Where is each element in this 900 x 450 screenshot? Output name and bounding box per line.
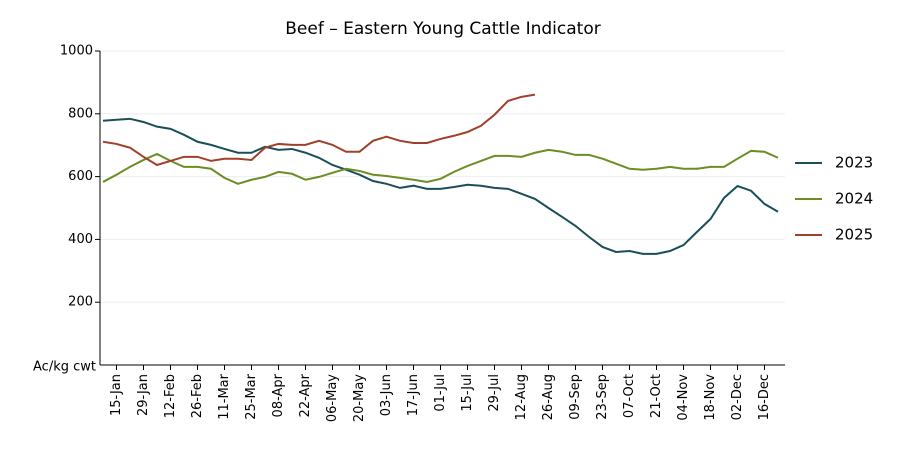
line-series: [102, 117, 779, 255]
x-tick-label: 06-May: [325, 374, 340, 422]
x-tick-label: 11-Mar: [217, 373, 232, 419]
x-tick-label: 25-Mar: [244, 373, 259, 419]
x-tick-label: 08-Apr: [271, 373, 286, 417]
x-tick-label: 23-Sep: [595, 374, 610, 420]
x-tick-label: 20-May: [352, 374, 367, 422]
x-tick-label: 17-Jun: [406, 374, 421, 416]
x-tick-label: 04-Nov: [676, 374, 691, 421]
chart-title: Beef – Eastern Young Cattle Indicator: [285, 19, 600, 39]
x-tick-label: 18-Nov: [703, 374, 718, 421]
x-tick-label: 21-Oct: [649, 374, 664, 418]
y-tick-label: 1000: [60, 44, 93, 59]
x-tick-label: 26-Aug: [541, 374, 556, 420]
y-tick-label: 200: [68, 295, 93, 310]
x-tick-label: 15-Jul: [460, 374, 475, 412]
x-tick-label: 12-Aug: [514, 374, 529, 420]
legend-label: 2023: [835, 154, 873, 172]
y-tick-label: 400: [68, 232, 93, 247]
x-tick-label: 07-Oct: [622, 374, 637, 418]
x-tick-label: 12-Feb: [163, 374, 178, 418]
legend-label: 2024: [835, 190, 873, 208]
y-tick-label: 600: [68, 169, 93, 184]
x-tick-label: 02-Dec: [730, 374, 745, 420]
x-tick-label: 09-Sep: [568, 374, 583, 420]
x-tick-label: 15-Jan: [109, 374, 124, 416]
x-tick-label: 22-Apr: [298, 373, 313, 417]
line-series: [102, 93, 536, 167]
x-tick-label: 26-Feb: [190, 374, 205, 418]
x-tick-label: 29-Jul: [487, 374, 502, 412]
legend-label: 2025: [835, 226, 873, 244]
line-series: [102, 148, 779, 185]
x-tick-label: 29-Jan: [136, 374, 151, 416]
x-tick-label: 16-Dec: [757, 374, 772, 420]
x-tick-label: 03-Jun: [379, 374, 394, 416]
y-tick-label: 800: [68, 106, 93, 121]
y-axis-label: Ac/kg cwt: [33, 360, 96, 375]
x-tick-label: 01-Jul: [433, 374, 448, 412]
